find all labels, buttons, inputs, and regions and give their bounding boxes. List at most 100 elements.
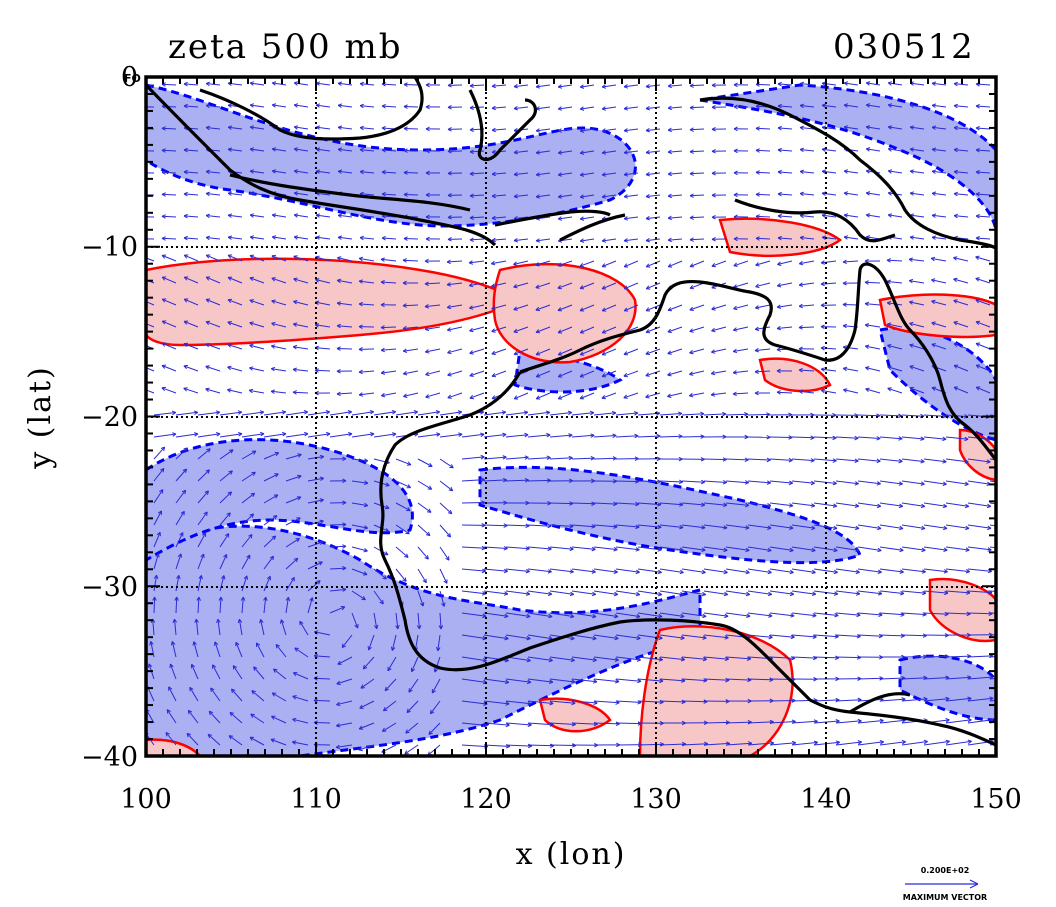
wind-vector-head: [424, 281, 429, 286]
wind-vector-head: [523, 410, 529, 415]
wind-vector-head: [319, 454, 325, 460]
wind-vector: [975, 149, 991, 152]
wind-vector: [711, 260, 727, 267]
wind-vector: [219, 554, 228, 570]
wind-vector: [910, 214, 925, 218]
wind-vector: [469, 392, 485, 399]
wind-vector: [681, 634, 707, 639]
wind-vector-head: [635, 501, 640, 507]
wind-vector-head: [161, 192, 166, 197]
wind-vector-head: [755, 192, 760, 197]
wind-vector-head: [271, 169, 277, 174]
wind-vector-head: [381, 191, 386, 197]
wind-vector-head: [293, 169, 299, 174]
wind-vector-head: [613, 546, 618, 552]
wind-vector: [228, 148, 243, 152]
wind-vector: [446, 260, 463, 263]
wind-vector: [769, 502, 793, 507]
wind-vector: [681, 568, 706, 573]
wind-vector: [820, 282, 837, 285]
wind-vector-head: [733, 148, 738, 154]
wind-vector: [659, 480, 683, 483]
wind-vector: [602, 106, 617, 110]
wind-vector: [417, 458, 433, 467]
wind-vector: [923, 740, 950, 746]
wind-vector-head: [513, 261, 518, 266]
wind-vector-head: [337, 256, 342, 261]
wind-vector: [439, 411, 462, 416]
wind-vector-head: [637, 678, 642, 684]
wind-vector-head: [381, 169, 386, 175]
wind-vector-head: [579, 351, 585, 356]
wind-vector-head: [680, 613, 685, 619]
wind-vector: [967, 655, 993, 658]
wind-vector-head: [733, 192, 738, 198]
wind-vector-head: [898, 436, 903, 441]
wind-vector-head: [315, 169, 321, 174]
wind-vector: [879, 634, 905, 637]
wind-vector: [285, 597, 289, 614]
wind-vector-head: [359, 235, 364, 241]
wind-vector: [535, 304, 551, 311]
wind-vector-head: [767, 591, 773, 597]
wind-vector-head: [469, 237, 474, 242]
wind-vector-head: [645, 372, 650, 377]
wind-vector-head: [161, 214, 166, 219]
wind-vector-head: [205, 103, 210, 109]
wind-vector-head: [855, 591, 861, 596]
wind-vector: [249, 389, 265, 394]
wind-vector-head: [975, 386, 981, 391]
wind-vector-head: [161, 298, 167, 303]
wind-vector: [879, 502, 903, 507]
wind-vector-head: [568, 455, 573, 461]
wind-vector-head: [899, 525, 904, 531]
wind-vector-head: [406, 507, 411, 512]
wind-vector-head: [1009, 460, 1013, 464]
wind-vector: [241, 534, 253, 548]
wind-vector: [791, 741, 818, 746]
wind-vector-head: [395, 624, 400, 630]
wind-vector-head: [226, 512, 231, 517]
wind-vector: [536, 216, 551, 220]
wind-vector: [945, 524, 970, 529]
wind-vector-head: [887, 169, 893, 174]
wind-vector: [681, 436, 705, 438]
wind-vector: [447, 348, 463, 354]
wind-vector-head: [250, 713, 255, 718]
wind-vector-head: [623, 128, 629, 133]
wind-vector: [536, 392, 551, 400]
wind-vector-head: [887, 147, 893, 152]
wind-vector-head: [909, 147, 915, 152]
wind-vector-head: [930, 256, 936, 262]
wind-vector-head: [469, 372, 474, 377]
axis-ticks: [145, 76, 997, 757]
wind-vector: [549, 502, 574, 505]
wind-vector-head: [292, 695, 297, 700]
wind-vector: [175, 596, 178, 614]
wind-vector-head: [657, 524, 662, 530]
wind-vector: [602, 326, 617, 334]
wind-vector-head: [186, 732, 192, 738]
wind-vector-head: [315, 213, 321, 218]
wind-vector-head: [140, 343, 144, 346]
wind-vector-head: [876, 436, 881, 441]
wind-vector-field: [140, 81, 1013, 756]
wind-vector: [228, 126, 243, 130]
wind-vector-head: [711, 327, 716, 333]
wind-vector: [513, 348, 529, 355]
wind-vector-head: [505, 701, 510, 706]
wind-vector-head: [359, 213, 364, 219]
wind-vector: [659, 413, 682, 416]
wind-vector: [800, 237, 815, 240]
wind-vector: [954, 127, 969, 130]
wind-vector-head: [909, 235, 915, 240]
wind-vector: [549, 590, 574, 595]
wind-vector: [571, 678, 597, 683]
wind-vector: [865, 324, 881, 328]
wind-vector-head: [337, 147, 343, 152]
wind-vector: [483, 612, 509, 617]
coastline-australia: [379, 371, 996, 747]
wind-vector-head: [280, 619, 285, 624]
wind-vector-head: [174, 596, 179, 601]
wind-vector: [316, 192, 331, 196]
